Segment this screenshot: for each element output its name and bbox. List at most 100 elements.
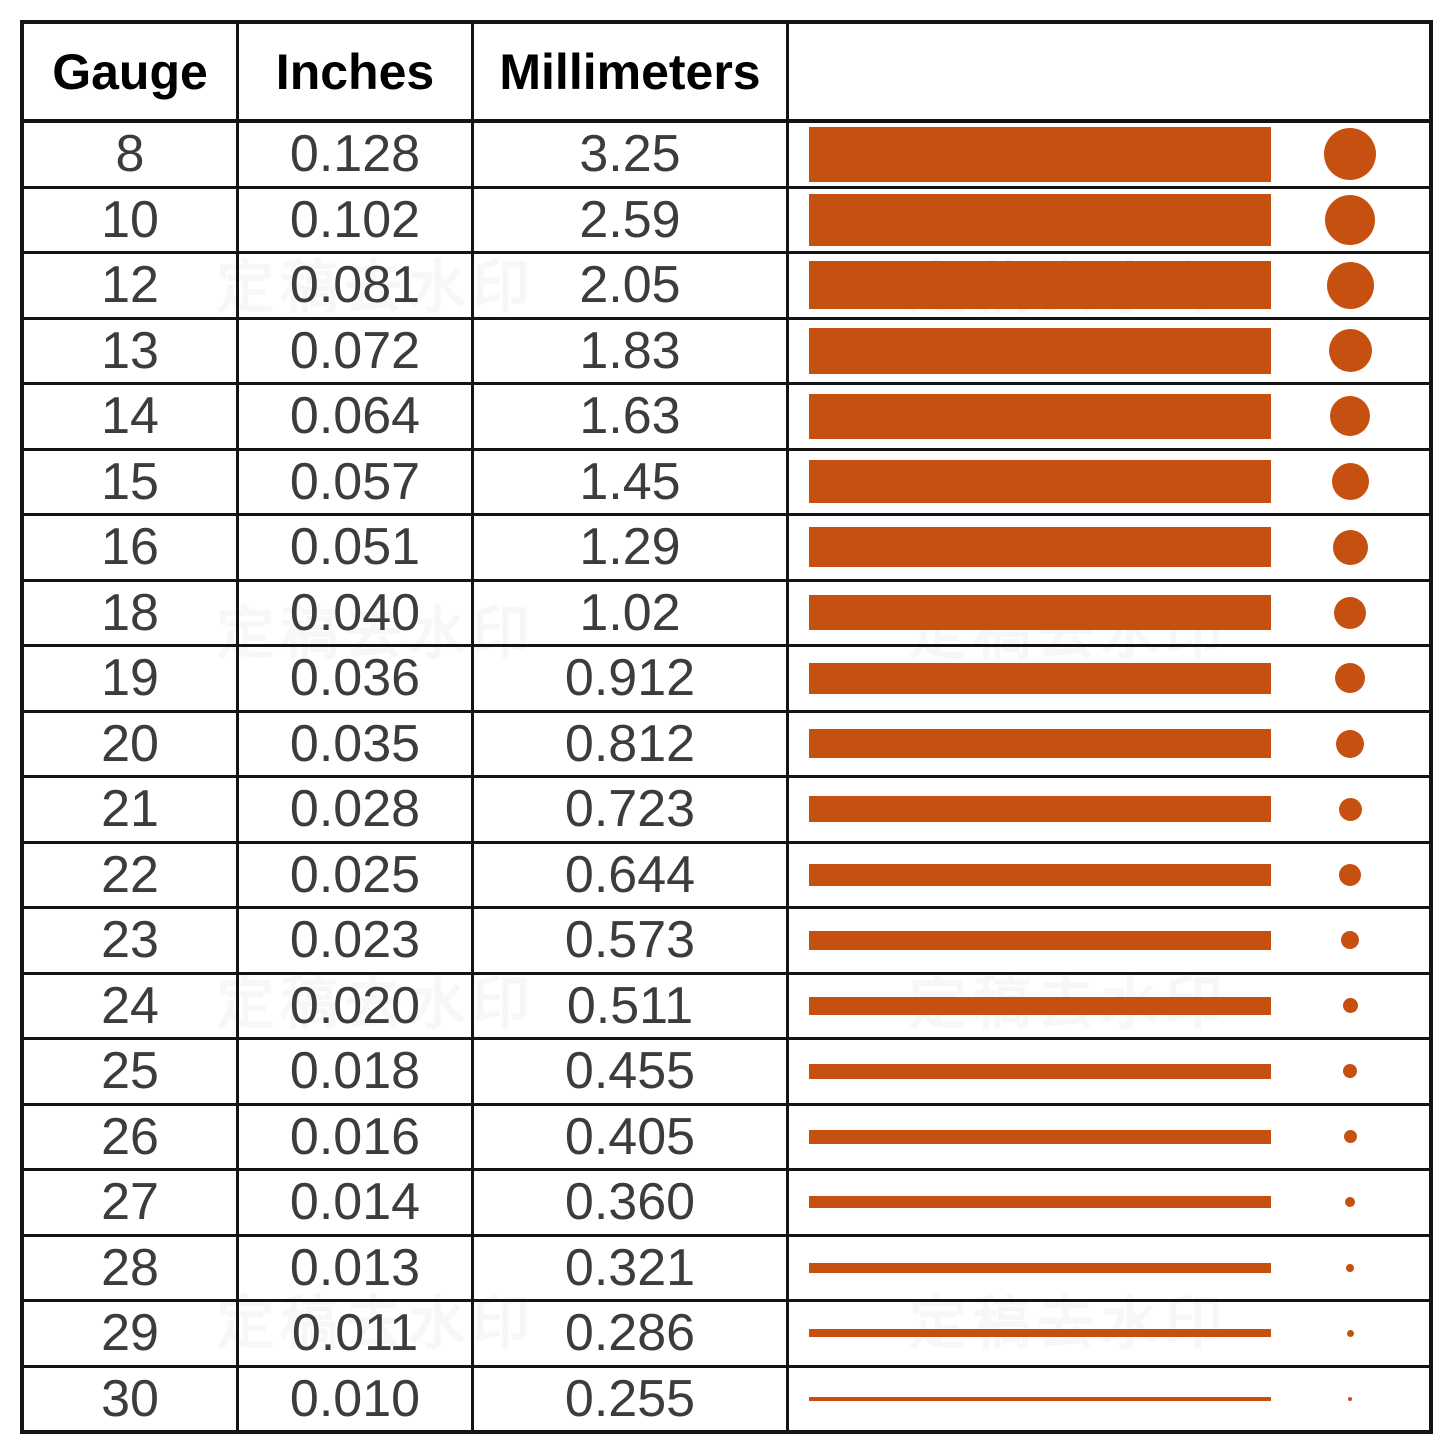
mm-cell: 0.321: [474, 1236, 789, 1299]
wire-visual-cell: [789, 1171, 1429, 1234]
table-row: 23 0.023 0.573: [24, 909, 1429, 975]
table-row: 18 0.040 1.02: [24, 581, 1429, 647]
wire-visual-cell: [789, 1106, 1429, 1169]
gauge-cell: 25: [24, 1040, 239, 1103]
gauge-cell: 21: [24, 778, 239, 841]
wire-thickness-bar: [809, 1262, 1271, 1273]
wire-diameter-dot: [1346, 1329, 1354, 1337]
wire-dot-wrap: [1271, 797, 1429, 821]
wire-thickness-bar: [809, 930, 1271, 950]
wire-thickness-bar: [809, 1129, 1271, 1144]
inches-cell: 0.081: [239, 254, 474, 317]
wire-thickness-bar: [809, 1396, 1271, 1401]
gauge-cell: 29: [24, 1302, 239, 1365]
gauge-cell: 27: [24, 1171, 239, 1234]
inches-cell: 0.057: [239, 450, 474, 513]
wire-diameter-dot: [1343, 1130, 1357, 1144]
wire-thickness-bar: [809, 863, 1271, 886]
wire-thickness-bar: [809, 261, 1271, 310]
gauge-cell: 15: [24, 450, 239, 513]
wire-diameter-dot: [1342, 998, 1358, 1014]
inches-cell: 0.013: [239, 1236, 474, 1299]
wire-visual-cell: [789, 778, 1429, 841]
header-inches: Inches: [239, 24, 474, 119]
table-row: 10 0.102 2.59: [24, 188, 1429, 254]
gauge-cell: 10: [24, 188, 239, 251]
wire-dot-wrap: [1271, 529, 1429, 565]
inches-cell: 0.064: [239, 385, 474, 448]
wire-thickness-bar: [809, 126, 1271, 182]
wire-dot-wrap: [1271, 1064, 1429, 1079]
inches-cell: 0.010: [239, 1367, 474, 1430]
mm-cell: 2.05: [474, 254, 789, 317]
mm-cell: 1.29: [474, 516, 789, 579]
table-row: 8 0.128 3.25: [24, 123, 1429, 189]
wire-visual-cell: [789, 516, 1429, 579]
wire-dot-wrap: [1271, 663, 1429, 694]
table-row: 26 0.016 0.405: [24, 1105, 1429, 1171]
table-body: 8 0.128 3.25 10 0.102 2.59 12 0.081 2.05: [24, 123, 1429, 1430]
table-row: 15 0.057 1.45: [24, 450, 1429, 516]
table-row: 29 0.011 0.286: [24, 1302, 1429, 1368]
wire-diameter-dot: [1331, 463, 1369, 501]
mm-cell: 1.63: [474, 385, 789, 448]
wire-visual-cell: [789, 647, 1429, 710]
inches-cell: 0.014: [239, 1171, 474, 1234]
table-row: 16 0.051 1.29: [24, 516, 1429, 582]
mm-cell: 1.02: [474, 581, 789, 644]
wire-diameter-dot: [1341, 931, 1359, 950]
wire-visual-cell: [789, 582, 1429, 645]
gauge-cell: 13: [24, 319, 239, 382]
wire-diameter-dot: [1343, 1064, 1357, 1079]
wire-dot-wrap: [1271, 261, 1429, 309]
wire-dot-wrap: [1271, 1263, 1429, 1272]
table-row: 14 0.064 1.63: [24, 385, 1429, 451]
gauge-cell: 22: [24, 843, 239, 906]
inches-cell: 0.018: [239, 1040, 474, 1103]
wire-thickness-bar: [809, 796, 1271, 823]
wire-visual-cell: [789, 713, 1429, 776]
mm-cell: 0.255: [474, 1367, 789, 1430]
wire-thickness-bar: [809, 595, 1271, 631]
wire-thickness-bar: [809, 1063, 1271, 1079]
mm-cell: 1.45: [474, 450, 789, 513]
table-row: 19 0.036 0.912: [24, 647, 1429, 713]
gauge-cell: 30: [24, 1367, 239, 1430]
wire-visual-cell: [789, 1040, 1429, 1103]
table-row: 27 0.014 0.360: [24, 1171, 1429, 1237]
wire-dot-wrap: [1271, 1329, 1429, 1337]
gauge-cell: 8: [24, 123, 239, 186]
wire-dot-wrap: [1271, 863, 1429, 886]
table-row: 25 0.018 0.455: [24, 1040, 1429, 1106]
wire-diameter-dot: [1328, 329, 1372, 373]
wire-diameter-dot: [1330, 396, 1370, 437]
inches-cell: 0.040: [239, 581, 474, 644]
wire-dot-wrap: [1271, 998, 1429, 1014]
wire-dot-wrap: [1271, 1130, 1429, 1144]
mm-cell: 2.59: [474, 188, 789, 251]
wire-diameter-dot: [1338, 797, 1362, 821]
gauge-cell: 26: [24, 1105, 239, 1168]
mm-cell: 0.812: [474, 712, 789, 775]
gauge-conversion-table: Gauge Inches Millimeters 8 0.128 3.25 10…: [20, 20, 1433, 1434]
wire-diameter-dot: [1339, 863, 1361, 886]
wire-thickness-bar: [809, 996, 1271, 1015]
inches-cell: 0.025: [239, 843, 474, 906]
wire-thickness-bar: [809, 193, 1271, 246]
wire-visual-cell: [789, 1368, 1429, 1431]
wire-visual-cell: [789, 254, 1429, 317]
gauge-cell: 23: [24, 909, 239, 972]
inches-cell: 0.016: [239, 1105, 474, 1168]
table-row: 30 0.010 0.255: [24, 1367, 1429, 1431]
gauge-cell: 18: [24, 581, 239, 644]
mm-cell: 0.405: [474, 1105, 789, 1168]
wire-visual-cell: [789, 844, 1429, 907]
wire-thickness-bar: [809, 1329, 1271, 1338]
wire-visual-cell: [789, 975, 1429, 1038]
wire-dot-wrap: [1271, 463, 1429, 501]
mm-cell: 0.723: [474, 778, 789, 841]
wire-dot-wrap: [1271, 396, 1429, 437]
mm-cell: 0.912: [474, 647, 789, 710]
gauge-cell: 12: [24, 254, 239, 317]
